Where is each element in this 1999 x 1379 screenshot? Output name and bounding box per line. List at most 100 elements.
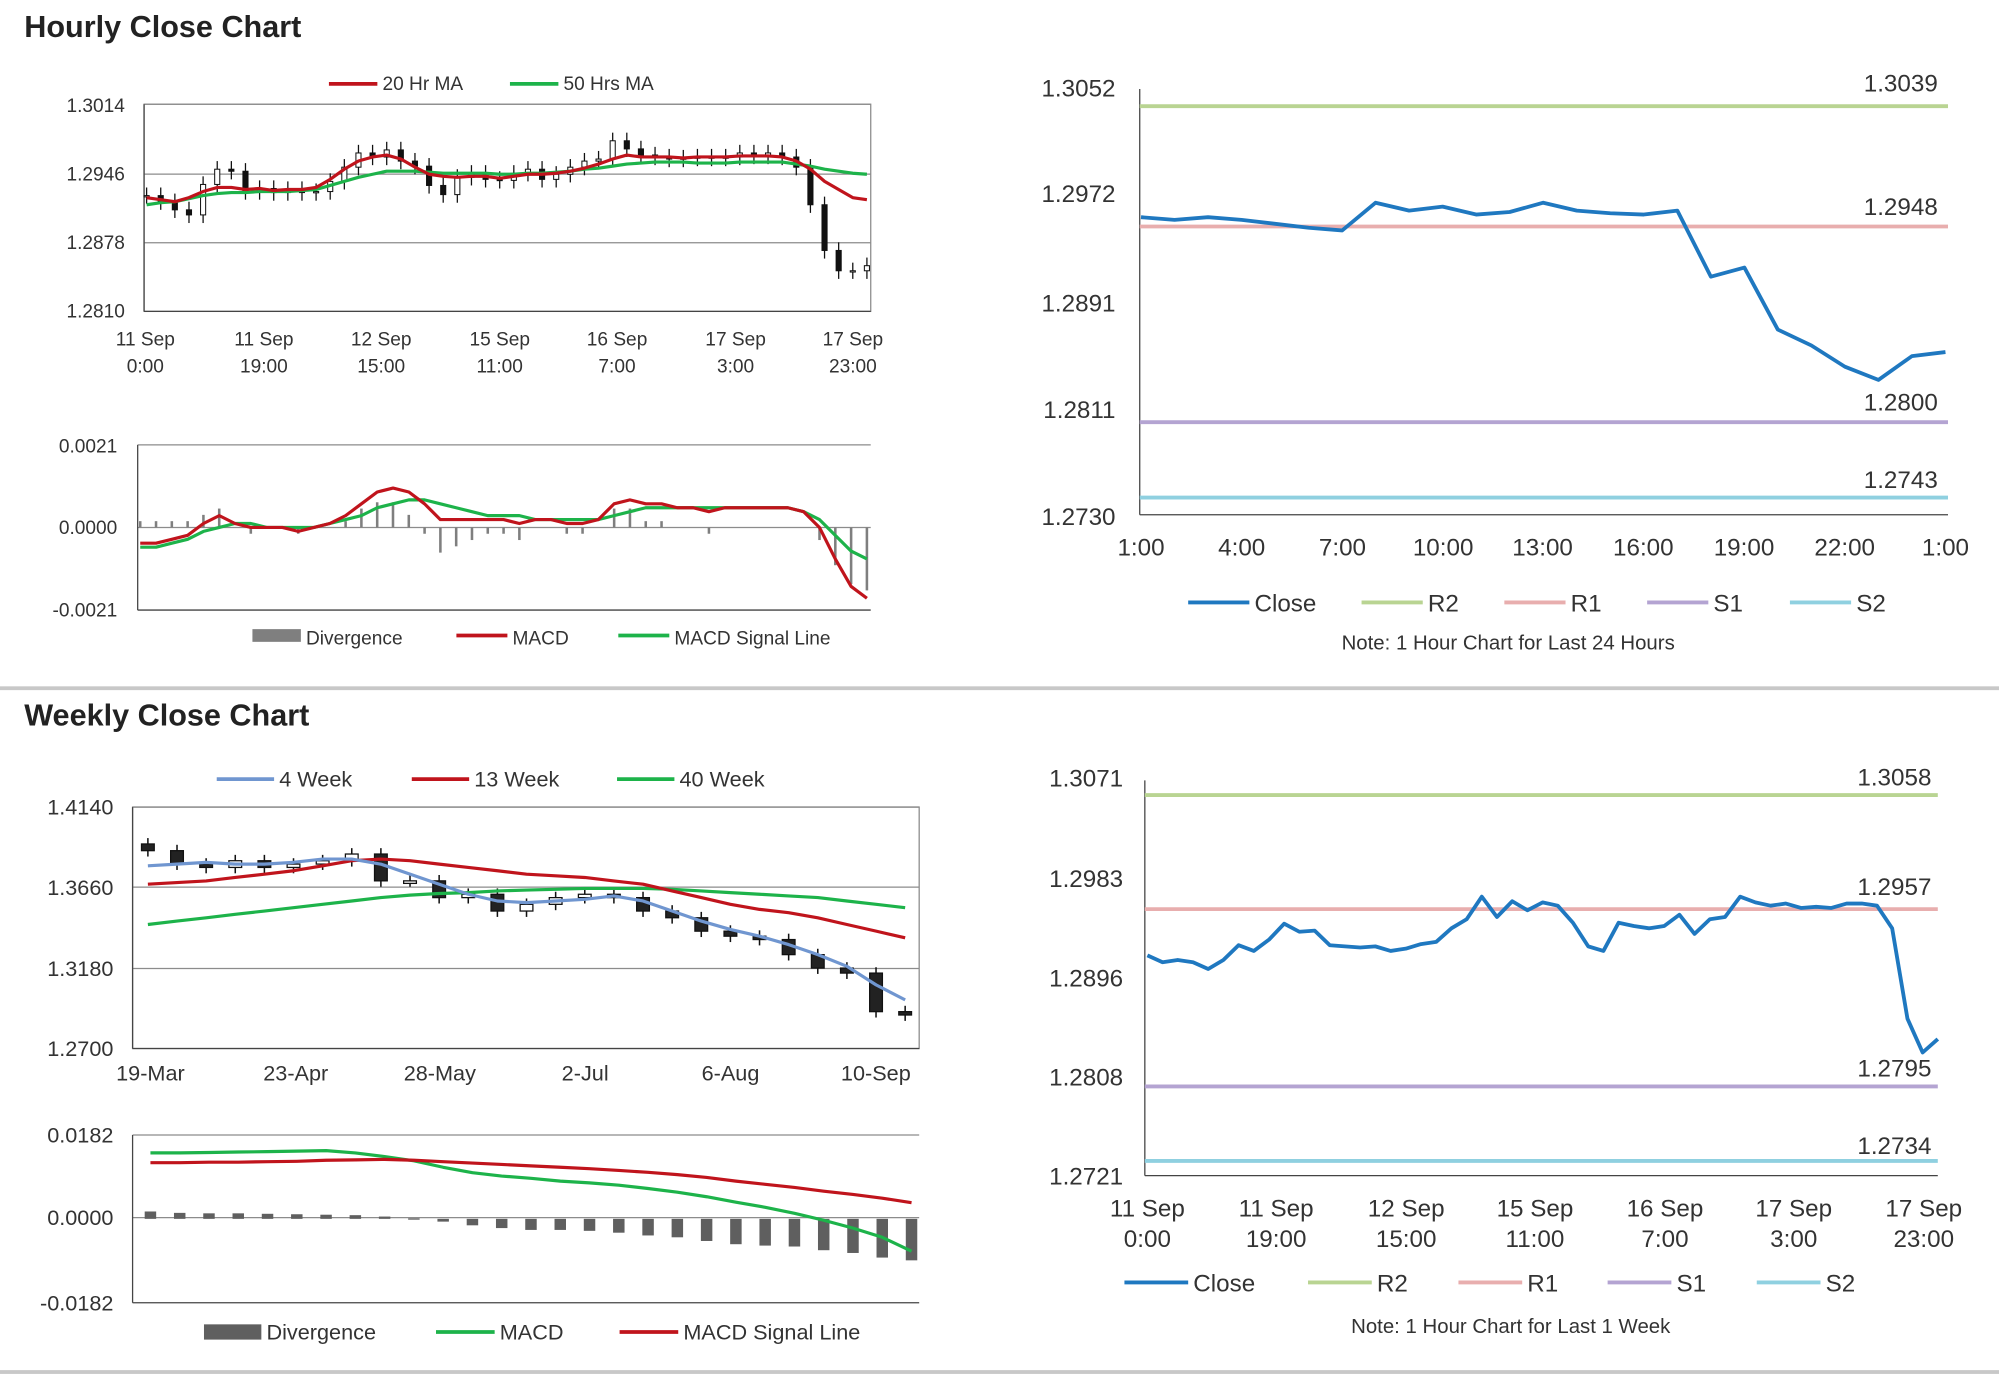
x-tick-6a: 17 Sep	[1885, 1195, 1962, 1222]
candle	[898, 1011, 913, 1016]
x-tick-5b: 3:00	[1770, 1226, 1817, 1253]
x-tick-6b: 23:00	[829, 356, 877, 377]
x-tick-5b: 3:00	[717, 356, 754, 377]
candle	[869, 972, 884, 1013]
divergence-bar	[349, 1215, 362, 1219]
candle	[723, 930, 738, 937]
legend-ma20: 20 Hr MA	[382, 74, 463, 95]
y-tick-1: 1.3660	[47, 875, 113, 900]
divergence-bar	[408, 1218, 420, 1220]
candle	[821, 204, 828, 251]
candle	[140, 843, 155, 852]
legend-s2: S2	[1826, 1270, 1856, 1297]
divergence-bar	[466, 1218, 479, 1226]
candle	[200, 183, 207, 216]
candle	[228, 168, 235, 172]
divergence-bar	[847, 1218, 859, 1253]
plot-frame	[143, 103, 872, 313]
s1-value-label: 1.2800	[1864, 390, 1938, 417]
legend-swatch-divergence	[203, 1324, 262, 1340]
candle	[169, 850, 185, 865]
candle	[403, 880, 418, 885]
y-tick-1: 0.0000	[59, 518, 117, 539]
candle	[595, 158, 602, 162]
x-tick-2a: 12 Sep	[1368, 1195, 1445, 1222]
candle	[454, 176, 461, 196]
r1-value-label: 1.2957	[1857, 874, 1931, 901]
x-tick-4: 6-Aug	[702, 1060, 760, 1085]
x-tick-2b: 15:00	[357, 356, 405, 377]
x-tick-0: 1:00	[1117, 534, 1164, 561]
candle	[609, 140, 616, 160]
candle	[519, 903, 534, 912]
candle	[835, 249, 842, 272]
x-tick-2: 7:00	[1319, 534, 1366, 561]
legend-divergence: Divergence	[266, 1320, 376, 1345]
hourly-section-title: Hourly Close Chart	[24, 10, 302, 45]
x-tick-1b: 19:00	[240, 356, 288, 377]
x-tick-2a: 12 Sep	[351, 330, 412, 351]
macd-signal-line	[150, 1149, 913, 1253]
candle	[577, 893, 592, 899]
divergence-bar	[495, 1218, 508, 1229]
x-tick-0a: 11 Sep	[1110, 1195, 1185, 1222]
legend-signal: MACD Signal Line	[674, 628, 830, 649]
x-tick-8: 1:00	[1922, 534, 1969, 561]
divergence-bar	[613, 1218, 625, 1233]
y-tick-3: 1.2810	[66, 302, 124, 323]
x-tick-7: 22:00	[1814, 534, 1875, 561]
candle	[143, 195, 150, 198]
candle	[313, 191, 320, 194]
x-tick-5: 10-Sep	[841, 1060, 911, 1085]
ma40-line	[147, 886, 906, 927]
r1-value-label: 1.2948	[1864, 194, 1938, 221]
y-tick-2: -0.0182	[40, 1290, 113, 1315]
y-tick-1: 1.2983	[1049, 866, 1123, 893]
divergence-bar	[730, 1218, 742, 1245]
legend-swatch-divergence	[252, 629, 301, 642]
chart-note: Note: 1 Hour Chart for Last 24 Hours	[1342, 632, 1675, 654]
legend-r2: R2	[1377, 1270, 1408, 1297]
candle	[286, 863, 301, 869]
x-tick-4: 13:00	[1512, 534, 1573, 561]
candle	[637, 148, 644, 156]
divergence-bar	[291, 1214, 303, 1219]
x-tick-2: 28-May	[404, 1060, 476, 1085]
legend-close: Close	[1193, 1270, 1255, 1297]
divergence-bar	[144, 1211, 157, 1219]
s2-value-label: 1.2743	[1864, 467, 1938, 494]
legend-macd: MACD	[500, 1320, 564, 1345]
candle	[199, 863, 214, 869]
chart-note: Note: 1 Hour Chart for Last 1 Week	[1351, 1316, 1671, 1338]
y-tick-2: 1.2896	[1049, 965, 1123, 992]
ma20-line	[146, 153, 868, 204]
weekly-macd-chart: 0.0182 0.0000 -0.0182 Divergence MACD MA…	[40, 1123, 920, 1345]
legend: 20 Hr MA 50 Hrs MA	[328, 74, 654, 95]
macd-line	[140, 486, 868, 600]
x-tick-5a: 17 Sep	[705, 330, 766, 351]
y-tick-3: 1.2700	[47, 1036, 113, 1061]
ma4-line	[147, 857, 906, 1002]
x-tick-4b: 7:00	[1641, 1226, 1688, 1253]
divergence-bar	[788, 1218, 801, 1247]
candle	[315, 860, 330, 865]
section-divider	[0, 686, 1999, 691]
close-line	[1146, 894, 1940, 1055]
divergence-bar	[232, 1213, 244, 1219]
divergence-bar	[905, 1218, 918, 1261]
hourly-price-chart: 20 Hr MA 50 Hrs MA 1.3014 1.2946 1.2878 …	[66, 74, 883, 377]
legend: 4 Week 13 Week 40 Week	[216, 767, 765, 792]
divergence-bar	[817, 1218, 830, 1251]
candle	[440, 184, 447, 196]
x-tick-6b: 23:00	[1893, 1226, 1954, 1253]
x-tick-4a: 16 Sep	[587, 330, 648, 351]
r2-value-label: 1.3039	[1864, 71, 1938, 98]
y-tick-0: 1.3014	[66, 96, 125, 117]
x-tick-1a: 11 Sep	[234, 330, 293, 351]
x-tick-1: 23-Apr	[263, 1060, 328, 1085]
legend-s1: S1	[1713, 590, 1743, 617]
x-tick-3b: 11:00	[1506, 1226, 1565, 1253]
candle	[185, 209, 193, 216]
hourly-levels-chart: 1.3052 1.2972 1.2891 1.2811 1.2730 1:00 …	[1041, 71, 1969, 655]
